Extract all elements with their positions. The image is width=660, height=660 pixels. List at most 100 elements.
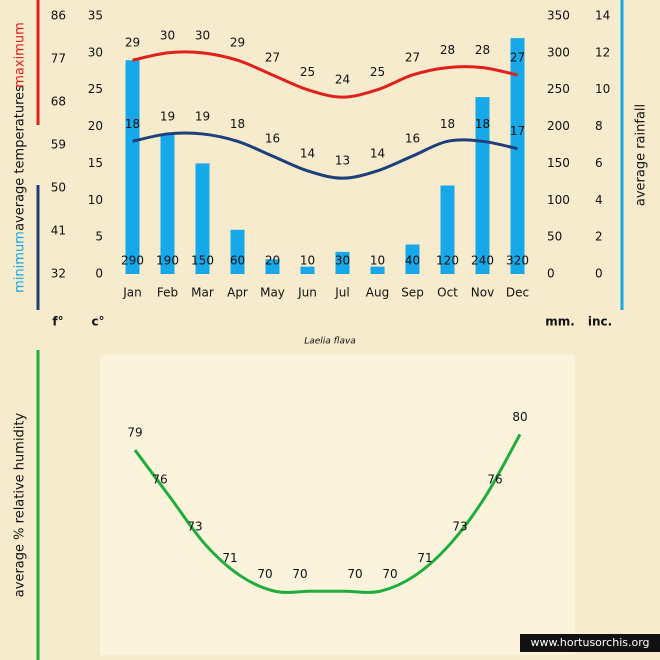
bar — [405, 244, 420, 274]
y4-tick-label: 6 — [595, 156, 603, 170]
data-label: 73 — [187, 520, 202, 534]
data-label: 20 — [265, 254, 280, 268]
data-label: 29 — [125, 36, 140, 50]
data-label: 76 — [487, 473, 502, 487]
footer-bg — [520, 634, 660, 652]
data-label: 70 — [382, 567, 397, 581]
bar — [440, 185, 455, 274]
data-label: 71 — [417, 551, 432, 565]
data-label: 13 — [335, 154, 350, 168]
data-label: 16 — [405, 132, 420, 146]
y4-tick-label: 12 — [595, 45, 610, 59]
y3-tick-label: 68 — [51, 95, 66, 109]
y-tick-label: 0 — [95, 267, 103, 281]
legend-label: maximum — [13, 22, 28, 88]
data-label: 190 — [156, 254, 179, 268]
y-axis-label: average % relative humidity — [13, 412, 28, 597]
y3-tick-label: 59 — [51, 138, 66, 152]
data-label: 14 — [370, 146, 385, 160]
y-tick-label: 10 — [88, 193, 103, 207]
x-tick-label: Apr — [227, 286, 248, 300]
x-tick-label: May — [260, 286, 285, 300]
bar — [300, 266, 315, 274]
data-label: 70 — [257, 567, 272, 581]
data-label: 29 — [230, 36, 245, 50]
data-label: 16 — [265, 132, 280, 146]
line — [133, 433, 522, 594]
y4-tick-label: 0 — [595, 267, 603, 281]
data-label: 290 — [121, 254, 144, 268]
y3-tick-label: 77 — [51, 52, 66, 66]
bar — [510, 38, 525, 274]
x-tick-label: Dec — [506, 286, 529, 300]
data-label: 25 — [300, 65, 315, 79]
y3-tick-label: 50 — [51, 181, 66, 195]
data-label: 19 — [195, 109, 210, 123]
bar — [125, 60, 140, 274]
x-tick-label: Jul — [334, 286, 349, 300]
line — [132, 50, 518, 99]
data-label: 28 — [475, 43, 490, 57]
y-tick-label: 35 — [88, 9, 103, 23]
data-label: 70 — [347, 567, 362, 581]
bar — [160, 133, 175, 274]
data-label: 70 — [292, 567, 307, 581]
panel — [100, 355, 575, 655]
unit-label: mm. — [545, 315, 575, 329]
x-tick-label: Aug — [366, 286, 389, 300]
y4-tick-label: 4 — [595, 193, 603, 207]
x-tick-label: Sep — [401, 286, 424, 300]
data-label: 14 — [300, 146, 315, 160]
y-tick-label: 20 — [88, 119, 103, 133]
data-label: 27 — [405, 50, 420, 64]
bar — [195, 163, 210, 274]
footer: www.hortusorchis.org — [530, 636, 649, 649]
data-label: 80 — [512, 410, 527, 424]
bar — [335, 251, 350, 274]
unit-label: c° — [91, 315, 104, 329]
data-label: 40 — [405, 254, 420, 268]
unit-label: f° — [52, 315, 63, 329]
x-tick-label: Nov — [471, 286, 494, 300]
data-label: 79 — [127, 426, 142, 440]
x-tick-label: Feb — [157, 286, 178, 300]
y3-tick-label: 32 — [51, 267, 66, 281]
data-label: 25 — [370, 65, 385, 79]
y2-tick-label: 50 — [547, 230, 562, 244]
data-label: 150 — [191, 254, 214, 268]
data-label: 30 — [195, 28, 210, 42]
y-tick-label: 5 — [95, 230, 103, 244]
unit-label: inc. — [588, 315, 612, 329]
bar — [370, 266, 385, 274]
y-tick-label: 15 — [88, 156, 103, 170]
data-label: 24 — [335, 73, 350, 87]
bar — [265, 259, 280, 274]
x-tick-label: Jun — [297, 286, 317, 300]
legend-label: minimum — [13, 231, 28, 293]
y4-tick-label: 14 — [595, 9, 610, 23]
data-label: 71 — [222, 551, 237, 565]
data-label: 18 — [230, 117, 245, 131]
chart-title: Laelia flava — [304, 337, 356, 347]
x-tick-label: Mar — [191, 286, 214, 300]
x-tick-label: Jan — [122, 286, 142, 300]
y3-tick-label: 86 — [51, 9, 66, 23]
y3-tick-label: 41 — [51, 224, 66, 238]
data-label: 28 — [440, 43, 455, 57]
data-label: 30 — [335, 254, 350, 268]
data-label: 18 — [125, 117, 140, 131]
y2-tick-label: 0 — [547, 267, 555, 281]
y-tick-label: 30 — [88, 45, 103, 59]
data-label: 27 — [510, 50, 525, 64]
data-label: 60 — [230, 254, 245, 268]
data-label: 10 — [370, 254, 385, 268]
y4-tick-label: 10 — [595, 82, 610, 96]
data-label: 30 — [160, 28, 175, 42]
y2-axis-label: average rainfall — [634, 104, 649, 206]
data-label: 73 — [452, 520, 467, 534]
y2-tick-label: 100 — [547, 193, 570, 207]
data-label: 10 — [300, 254, 315, 268]
x-tick-label: Oct — [437, 286, 458, 300]
